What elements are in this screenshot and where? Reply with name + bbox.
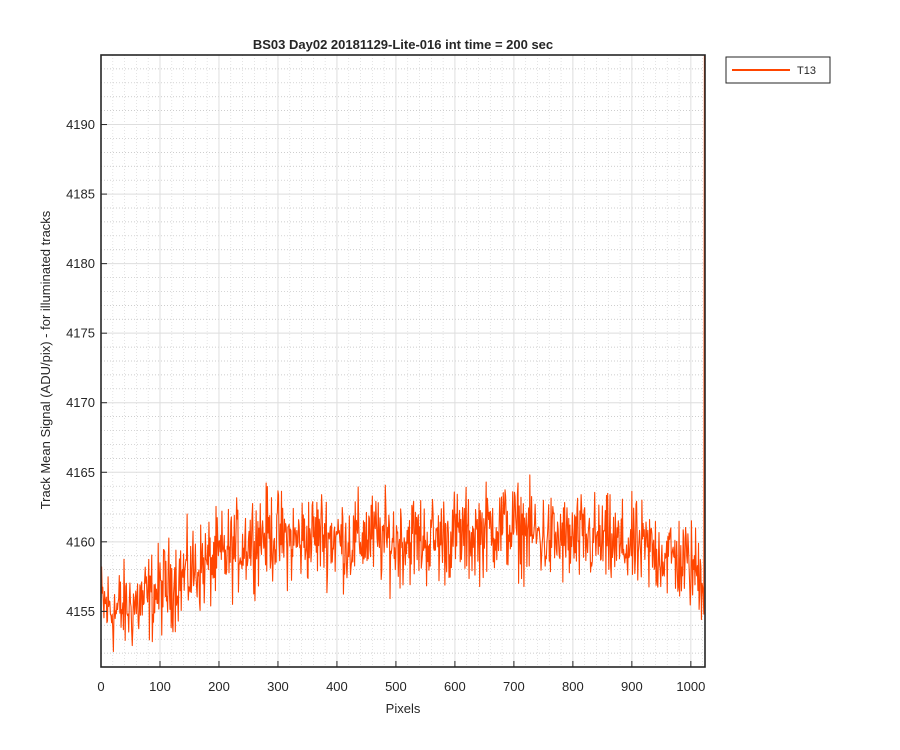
x-tick-label: 400 xyxy=(326,679,348,694)
y-tick-label: 4160 xyxy=(66,534,95,549)
chart-title: BS03 Day02 20181129-Lite-016 int time = … xyxy=(253,37,553,52)
y-tick-label: 4190 xyxy=(66,117,95,132)
x-tick-label: 500 xyxy=(385,679,407,694)
series-line-t13 xyxy=(100,54,705,653)
x-tick-label: 600 xyxy=(444,679,466,694)
x-tick-label: 800 xyxy=(562,679,584,694)
x-tick-label: 200 xyxy=(208,679,230,694)
y-tick-label: 4165 xyxy=(66,465,95,480)
y-axis-ticks: 4155 4160 4165 4170 4175 4180 4185 4190 xyxy=(66,117,107,619)
series-layer xyxy=(100,54,705,653)
y-tick-label: 4185 xyxy=(66,187,95,202)
plot-area-border xyxy=(100,54,706,668)
x-tick-label: 1000 xyxy=(676,679,705,694)
y-tick-label: 4170 xyxy=(66,395,95,410)
y-tick-label: 4180 xyxy=(66,256,95,271)
y-tick-label: 4155 xyxy=(66,604,95,619)
x-tick-label: 100 xyxy=(149,679,171,694)
x-axis-label: Pixels xyxy=(386,701,421,716)
x-tick-label: 300 xyxy=(267,679,289,694)
x-tick-label: 900 xyxy=(621,679,643,694)
x-tick-label: 700 xyxy=(503,679,525,694)
y-axis-label: Track Mean Signal (ADU/pix) - for illumi… xyxy=(38,210,53,509)
y-tick-label: 4175 xyxy=(66,326,95,341)
x-axis-ticks: 0 100 200 300 400 500 600 700 800 900 1000 xyxy=(97,661,705,694)
legend: T13 xyxy=(725,56,831,84)
x-tick-label: 0 xyxy=(97,679,104,694)
legend-label-t13: T13 xyxy=(797,65,816,77)
